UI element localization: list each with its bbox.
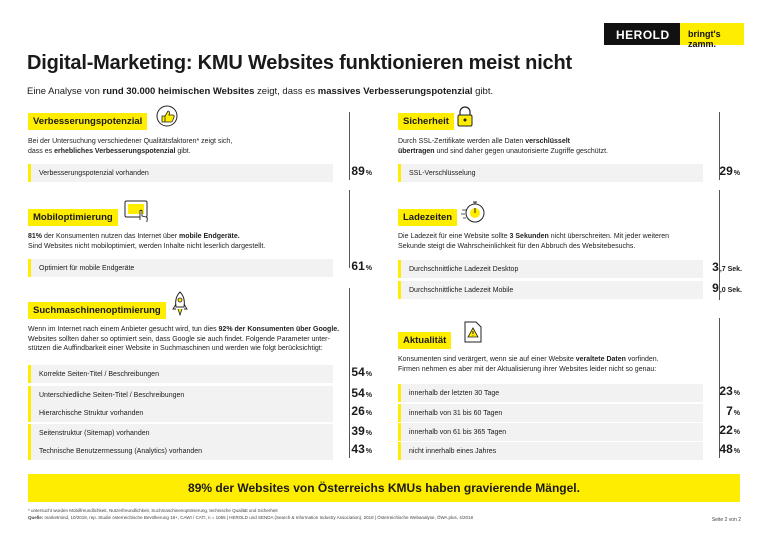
stat-value: 43% — [351, 442, 372, 456]
stat-row: SSL-Verschlüsselung — [398, 164, 703, 182]
aktualitaet-description: Konsumenten sind verärgert, wenn sie auf… — [398, 356, 659, 373]
stat-value: 3,7 Sek. — [712, 260, 742, 274]
page-subtitle: Eine Analyse von rund 30.000 heimischen … — [27, 86, 494, 97]
stat-value: 89% — [351, 164, 372, 178]
stat-value: 23% — [719, 384, 740, 398]
section-title-verbesserung: Verbesserungspotenzial — [28, 113, 148, 130]
stopwatch-icon — [461, 201, 485, 223]
stat-value: 54% — [351, 365, 372, 379]
stat-value: 61% — [351, 259, 372, 273]
stat-row: Unterschiedliche Seiten-Titel / Beschrei… — [28, 386, 333, 404]
stat-value: 22% — [719, 423, 740, 437]
stat-value: 7% — [726, 404, 740, 418]
thumbs-up-icon — [156, 105, 178, 127]
stat-value: 39% — [351, 424, 372, 438]
page-title: Digital-Marketing: KMU Websites funktion… — [27, 52, 572, 74]
page-number: Seite 2 von 2 — [711, 517, 741, 523]
stat-row: Optimiert für mobile Endgeräte — [28, 259, 333, 277]
padlock-icon — [457, 106, 473, 127]
stat-row: innerhalb von 61 bis 365 Tagen — [398, 423, 703, 441]
stat-value: 29% — [719, 164, 740, 178]
stat-value: 48% — [719, 442, 740, 456]
stat-row: Verbesserungspotenzial vorhanden — [28, 164, 333, 182]
stat-row: nicht innerhalb eines Jahres — [398, 442, 703, 460]
verbesserung-description: Bei der Untersuchung verschiedener Quali… — [28, 138, 233, 155]
stat-row: innerhalb der letzten 30 Tage — [398, 384, 703, 402]
stat-row: Durchschnittliche Ladezeit Mobile — [398, 281, 703, 299]
mobil-description: 81% der Konsumenten nutzen das Internet … — [28, 233, 266, 250]
ladezeiten-description: Die Ladezeit für eine Website sollte 3 S… — [398, 233, 670, 250]
column-divider — [719, 318, 720, 458]
herold-logo: HEROLD bringt's zamm. — [604, 23, 744, 49]
column-divider — [719, 190, 720, 300]
stat-row: Durchschnittliche Ladezeit Desktop — [398, 260, 703, 278]
stat-value: 26% — [351, 404, 372, 418]
source-note: Quelle: marketmind, 10/2018, rep. Studie… — [28, 515, 474, 520]
section-title-sicherheit: Sicherheit — [398, 113, 454, 130]
logo-brand: HEROLD — [604, 23, 680, 45]
stat-row: Korrekte Seiten-Titel / Beschreibungen — [28, 365, 333, 383]
rocket-icon — [172, 291, 188, 317]
seo-description: Wenn im Internet nach einem Anbieter ges… — [28, 326, 340, 352]
summary-banner: 89% der Websites von Österreichs KMUs ha… — [28, 474, 740, 502]
stat-value: 9,0 Sek. — [712, 281, 742, 295]
tablet-touch-icon — [124, 200, 148, 223]
stat-row: Seitenstruktur (Sitemap) vorhanden — [28, 424, 333, 442]
section-title-ladezeiten: Ladezeiten — [398, 209, 458, 226]
section-title-mobil: Mobiloptimierung — [28, 209, 118, 226]
section-title-aktualitaet: Aktualität — [398, 332, 452, 349]
stat-value: 54% — [351, 386, 372, 400]
column-divider — [349, 112, 350, 180]
section-title-seo: Suchmaschinenoptimierung — [28, 302, 166, 319]
document-warning-icon — [464, 321, 482, 343]
column-divider — [349, 190, 350, 268]
column-divider — [349, 288, 350, 458]
stat-row: innerhalb von 31 bis 60 Tagen — [398, 404, 703, 422]
logo-tagline: bringt's zamm. — [680, 23, 744, 49]
stat-row: Technische Benutzermessung (Analytics) v… — [28, 442, 333, 460]
stat-row: Hierarchische Struktur vorhanden — [28, 404, 333, 422]
column-divider — [719, 112, 720, 180]
sicherheit-description: Durch SSL-Zertifikate werden alle Daten … — [398, 138, 608, 155]
footnote: * untersucht wurden Mobilfreundlichkeit,… — [28, 508, 278, 513]
